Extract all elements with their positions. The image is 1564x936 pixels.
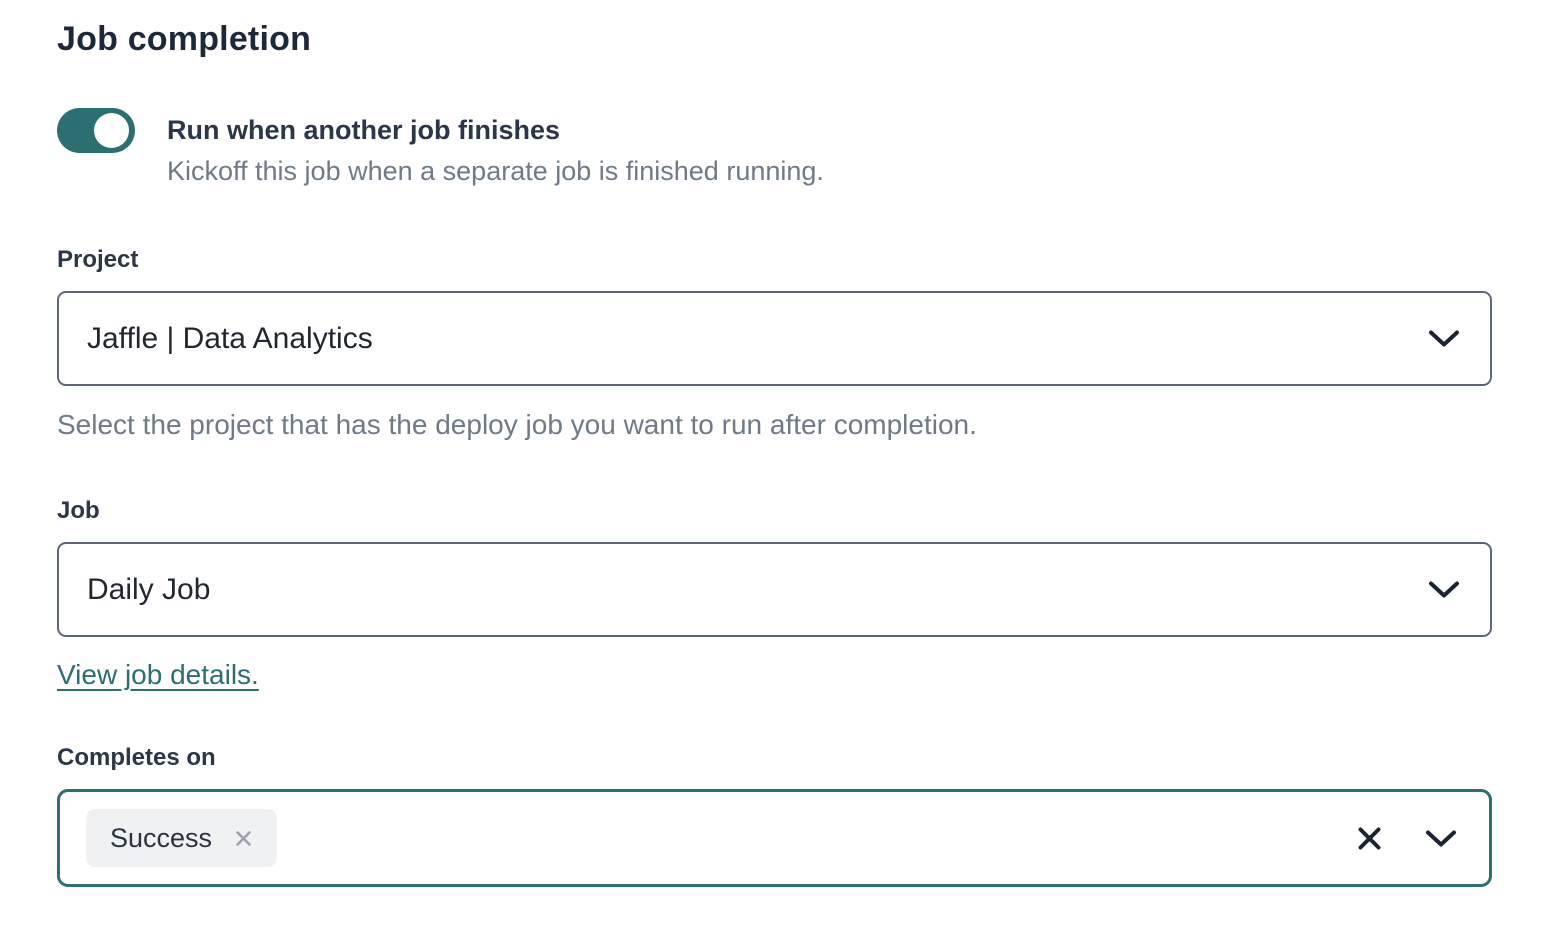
run-when-job-finishes-toggle[interactable]	[57, 108, 135, 153]
chip-label: Success	[110, 822, 213, 853]
job-completion-settings-panel: Job completion Run when another job fini…	[57, 20, 1564, 887]
toggle-label: Run when another job finishes	[167, 115, 561, 145]
chevron-down-icon[interactable]	[1425, 829, 1457, 848]
chevron-down-icon	[1428, 580, 1460, 599]
completes-on-multiselect[interactable]: Success	[57, 789, 1492, 887]
chip-remove-x-icon[interactable]	[234, 829, 253, 848]
project-helper-text: Select the project that has the deploy j…	[57, 409, 977, 440]
toggle-description: Kickoff this job when a separate job is …	[167, 156, 824, 186]
page-title: Job completion	[57, 20, 312, 58]
clear-x-icon[interactable]	[1356, 825, 1383, 852]
project-select[interactable]: Jaffle | Data Analytics	[57, 291, 1492, 386]
completes-on-label: Completes on	[57, 744, 216, 771]
completes-on-chip-success: Success	[86, 809, 278, 867]
toggle-text-block: Run when another job finishes Kickoff th…	[167, 110, 824, 192]
chevron-down-icon	[1428, 329, 1460, 348]
view-job-details-link[interactable]: View job details.	[57, 659, 259, 690]
job-label: Job	[57, 497, 100, 524]
job-select[interactable]: Daily Job	[57, 542, 1492, 637]
run-when-job-finishes-row: Run when another job finishes Kickoff th…	[57, 108, 1564, 192]
toggle-knob	[94, 113, 129, 148]
project-select-value: Jaffle | Data Analytics	[87, 321, 373, 355]
job-select-value: Daily Job	[87, 572, 211, 606]
project-label: Project	[57, 246, 139, 273]
multiselect-controls	[1356, 825, 1457, 852]
